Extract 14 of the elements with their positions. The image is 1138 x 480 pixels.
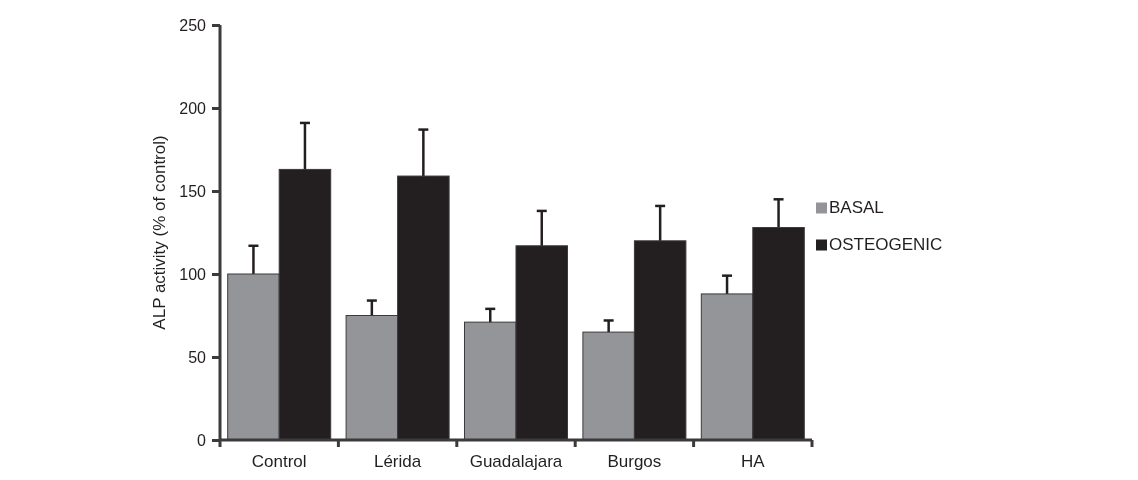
x-tick-label: HA <box>740 452 766 471</box>
legend-label: BASAL <box>829 197 884 217</box>
legend-label: OSTEOGENIC <box>829 234 943 254</box>
y-axis-title: ALP activity (% of control) <box>150 135 169 330</box>
y-tick-label: 50 <box>188 348 207 366</box>
x-tick-label: Guadalajara <box>469 452 563 471</box>
y-tick-label: 200 <box>179 99 207 117</box>
x-tick-label: Lérida <box>373 452 422 471</box>
y-tick-label: 250 <box>179 16 207 34</box>
y-tick-label: 0 <box>197 431 207 449</box>
x-tick-label: Burgos <box>607 452 662 471</box>
y-tick-label: 150 <box>179 182 207 200</box>
x-tick-label: Control <box>251 452 307 471</box>
y-tick-label: 100 <box>179 265 207 283</box>
